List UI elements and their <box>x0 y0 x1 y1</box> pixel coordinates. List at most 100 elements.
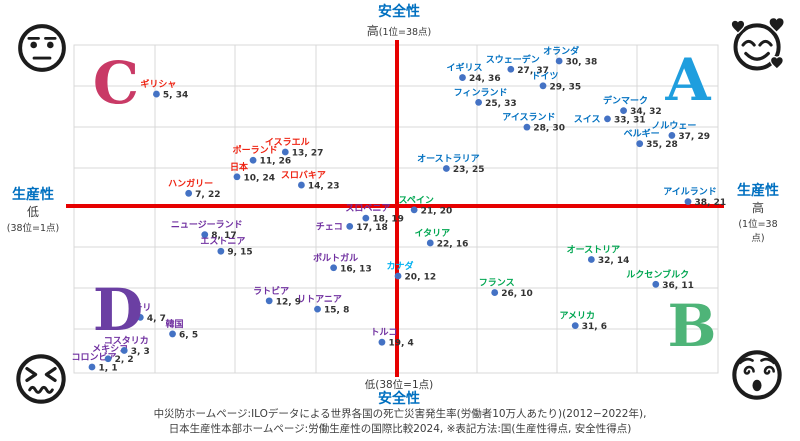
point-value-スロバキア: 14, 23 <box>308 182 340 192</box>
data-point-メキシコ <box>104 355 112 363</box>
country-label-ニュージーランド: ニュージーランド <box>171 220 243 231</box>
country-label-フィンランド: フィンランド <box>454 87 508 98</box>
data-point-スイス <box>604 115 611 123</box>
source-caption-line2: 日本生産性本部ホームページ:労働生産性の国際比較2024, ※表記方法:国(生産… <box>168 423 632 436</box>
point-value-フィンランド: 25, 33 <box>485 99 517 109</box>
country-label-メキシコ: メキシコ <box>92 344 128 355</box>
point-value-ポルトガル: 16, 13 <box>340 264 372 274</box>
point-value-トルコ: 19, 4 <box>388 339 413 349</box>
country-label-オーストリア: オーストリア <box>567 244 621 255</box>
point-value-エストニア: 9, 15 <box>227 248 252 258</box>
data-point-オーストラリア <box>442 165 450 172</box>
country-label-アイルランド: アイルランド <box>663 187 717 198</box>
country-label-カナダ: カナダ <box>387 260 414 272</box>
data-point-ポーランド <box>249 156 257 164</box>
point-value-リトアニア: 15, 8 <box>324 306 349 316</box>
data-point-イスラエル <box>281 148 289 156</box>
data-point-韓国 <box>169 330 176 338</box>
y-axis-top-level: 高 <box>366 24 379 39</box>
point-value-オーストリア: 32, 14 <box>598 256 630 266</box>
data-point-オランダ <box>555 57 563 65</box>
country-label-デンマーク: デンマーク <box>603 95 648 107</box>
point-value-チェコ: 17, 18 <box>356 223 388 233</box>
point-value-日本: 10, 24 <box>243 173 275 183</box>
x-axis-left-level: 低 <box>26 205 40 220</box>
country-label-日本: 日本 <box>230 161 249 173</box>
point-value-ハンガリー: 7, 22 <box>195 190 220 200</box>
y-axis-top-points: (1位=38点) <box>378 27 432 39</box>
country-label-トルコ: トルコ <box>371 327 398 338</box>
point-value-スロベニア: 18, 19 <box>372 215 404 225</box>
point-value-フランス: 26, 10 <box>501 289 533 299</box>
data-point-ベルギー <box>636 140 644 148</box>
point-value-ポーランド: 11, 26 <box>260 157 292 167</box>
point-value-アイスランド: 28, 30 <box>533 124 565 134</box>
point-value-スイス: 33, 31 <box>614 115 646 125</box>
data-point-アメリカ <box>571 322 579 330</box>
country-label-アイスランド: アイスランド <box>502 112 555 123</box>
x-axis-right-level: 高 <box>751 201 764 216</box>
country-label-ハンガリー: ハンガリー <box>168 177 213 189</box>
y-axis-title-top: 安全性 <box>378 4 420 20</box>
data-point-カナダ <box>394 272 402 280</box>
point-value-オーストラリア: 23, 25 <box>453 165 485 175</box>
data-point-ハンガリー <box>185 189 193 197</box>
y-axis-top-label-group: 安全性 高(1位=38点) <box>367 4 432 39</box>
point-value-アイルランド: 38, 21 <box>695 198 727 208</box>
country-label-ベルギー: ベルギー <box>624 128 660 140</box>
point-value-ギリシャ: 5, 34 <box>163 91 188 101</box>
data-point-チリ <box>136 313 144 321</box>
country-label-イスラエル: イスラエル <box>265 137 310 148</box>
point-value-スウェーデン: 27, 37 <box>517 66 549 76</box>
country-label-スウェーデン: スウェーデン <box>486 53 540 65</box>
point-value-イギリス: 24, 36 <box>469 74 501 84</box>
country-label-ラトビア: ラトビア <box>253 285 289 297</box>
squinting-face-icon <box>16 354 66 404</box>
data-point-フランス <box>491 289 499 296</box>
y-axis-top-note: 高(1位=38点) <box>367 20 432 39</box>
point-value-ノルウェー: 37, 29 <box>678 132 710 142</box>
y-axis-bottom-note: 低(38位=1点) <box>364 379 434 391</box>
point-value-コロンビア: 1, 1 <box>99 364 118 374</box>
data-point-デンマーク <box>620 107 627 115</box>
x-axis-left-points: (38位=1点) <box>6 223 60 235</box>
smiling-face-with-hearts-icon <box>730 16 786 71</box>
point-value-ニュージーランド: 8, 17 <box>211 231 236 241</box>
source-caption: 中災防ホームページ:ILOデータによる世界各国の死亡災害発生率(労働者10万人あ… <box>0 407 800 437</box>
country-label-スイス: スイス <box>574 114 601 125</box>
country-label-スペイン: スペイン <box>398 195 433 206</box>
country-label-リトアニア: リトアニア <box>297 294 342 305</box>
point-value-ルクセンブルク: 36, 11 <box>662 281 694 291</box>
country-label-オランダ: オランダ <box>543 45 579 57</box>
point-value-イタリア: 22, 16 <box>437 239 469 249</box>
data-point-スウェーデン <box>507 65 515 73</box>
quadrant-letter-B: B <box>667 292 717 360</box>
data-point-アイルランド <box>684 198 692 205</box>
point-value-ドイツ: 29, 35 <box>550 82 582 92</box>
country-label-ギリシャ: ギリシャ <box>140 78 176 90</box>
data-point-ノルウェー <box>668 132 676 139</box>
data-point-イタリア <box>426 239 434 247</box>
data-point-オーストリア <box>587 256 595 263</box>
y-axis-title-bottom: 安全性 <box>377 391 420 407</box>
point-value-デンマーク: 34, 32 <box>630 107 662 117</box>
x-axis-title-right: 生産性 <box>737 183 779 199</box>
data-point-スロベニア <box>362 214 370 222</box>
data-point-日本 <box>233 173 241 181</box>
point-value-チリ: 4, 7 <box>147 314 166 324</box>
point-value-メキシコ: 2, 2 <box>115 355 134 365</box>
data-point-スペイン <box>410 206 418 214</box>
x-axis-right-points: (1位=38点) <box>738 219 778 245</box>
source-caption-line1: 中災防ホームページ:ILOデータによる世界各国の死亡災害発生率(労働者10万人あ… <box>153 408 647 420</box>
country-label-ポルトガル: ポルトガル <box>313 252 358 264</box>
quadrant-letter-D: D <box>92 276 144 344</box>
country-label-ポーランド: ポーランド <box>233 144 278 156</box>
data-point-リトアニア <box>314 305 321 313</box>
data-point-ドイツ <box>539 82 547 90</box>
quadrant-letter-A: A <box>665 46 711 114</box>
data-point-コロンビア <box>88 363 96 371</box>
point-value-カナダ: 20, 12 <box>405 273 437 283</box>
point-value-オランダ: 30, 38 <box>566 58 598 68</box>
data-point-ルクセンブルク <box>652 280 660 288</box>
